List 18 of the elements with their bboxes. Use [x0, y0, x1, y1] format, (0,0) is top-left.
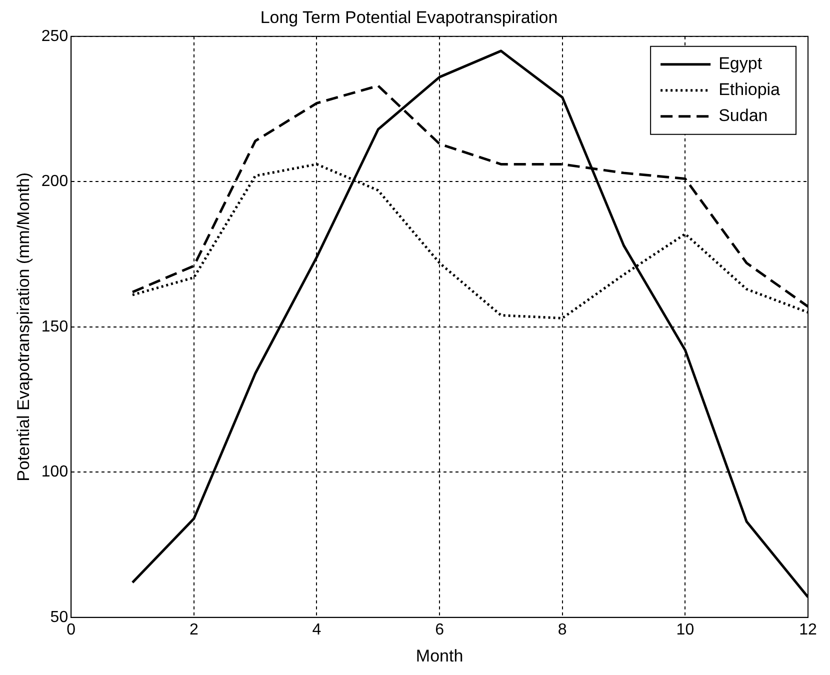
x-tick-label: 4	[312, 621, 322, 638]
y-tick-label: 100	[41, 464, 68, 481]
x-tick-label: 8	[558, 621, 567, 638]
chart-title: Long Term Potential Evapotranspiration	[260, 8, 558, 27]
y-axis-title: Potential Evapotranspiration (mm/Month)	[14, 172, 33, 482]
y-tick-label: 150	[41, 318, 68, 336]
y-tick-label: 200	[41, 173, 68, 190]
x-tick-label: 2	[189, 621, 198, 638]
y-tick-label: 50	[50, 608, 68, 626]
x-tick-label: 6	[435, 621, 444, 638]
x-tick-label: 10	[676, 621, 694, 638]
legend-label: Ethiopia	[718, 80, 781, 100]
x-axis-title: Month	[416, 646, 464, 666]
x-tick-label: 12	[799, 621, 817, 638]
y-tick-label: 250	[41, 28, 68, 45]
legend-label: Sudan	[718, 106, 768, 126]
x-tick-label: 0	[66, 621, 76, 638]
legend-label: Egypt	[718, 54, 762, 74]
